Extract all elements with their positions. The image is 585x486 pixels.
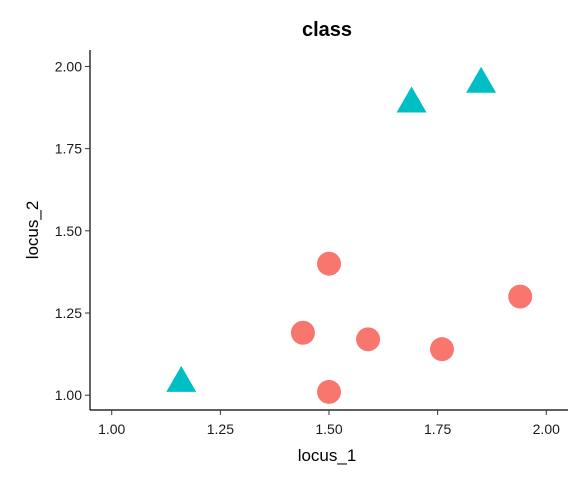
x-tick-label: 1.25 <box>207 421 234 437</box>
x-tick-label: 1.50 <box>315 421 342 437</box>
circle-point <box>290 320 315 345</box>
data-points <box>166 66 533 404</box>
circle-point <box>356 327 381 352</box>
x-tick-label: 1.75 <box>424 421 451 437</box>
circle-point <box>317 251 341 276</box>
x-tick-label: 1.00 <box>98 421 125 437</box>
y-tick-label: 1.25 <box>55 305 82 321</box>
y-axis-title: locus_2 <box>23 201 42 260</box>
triangle-point <box>166 365 197 392</box>
circle-point <box>508 284 533 309</box>
y-tick-label: 1.75 <box>55 141 82 157</box>
circle-point <box>317 379 341 404</box>
y-tick-label: 1.00 <box>55 387 82 403</box>
circle-point <box>429 337 454 362</box>
x-axis-ticks: 1.00 1.25 1.50 1.75 2.00 <box>98 410 560 437</box>
y-tick-label: 1.50 <box>55 223 82 239</box>
chart-title: class <box>302 19 352 41</box>
x-tick-label: 2.00 <box>533 421 560 437</box>
triangle-point <box>396 86 427 113</box>
triangle-point <box>466 66 497 93</box>
y-axis-ticks: 1.00 1.25 1.50 1.75 2.00 <box>55 58 90 403</box>
x-axis-title: locus_1 <box>298 446 357 465</box>
axes <box>89 50 568 411</box>
y-tick-label: 2.00 <box>55 58 82 74</box>
